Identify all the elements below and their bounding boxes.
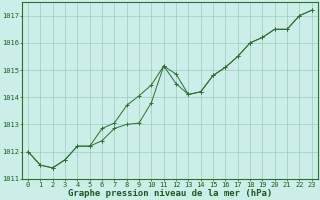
X-axis label: Graphe pression niveau de la mer (hPa): Graphe pression niveau de la mer (hPa) <box>68 189 272 198</box>
